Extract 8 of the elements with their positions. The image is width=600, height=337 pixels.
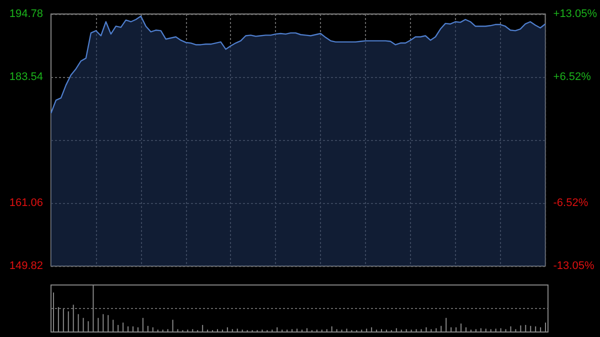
y2-tick-label: +6.52% — [553, 71, 592, 84]
y2-tick-label: -13.05% — [553, 260, 594, 272]
y-tick-label: 161.06 — [9, 197, 43, 209]
y2-tick-label: -6.52% — [553, 196, 588, 209]
y-tick-label: 194.78 — [9, 8, 43, 20]
y-tick-label: 149.82 — [9, 260, 43, 272]
y2-tick-label: +13.05% — [553, 8, 598, 20]
y-tick-label: 183.54 — [9, 71, 43, 83]
